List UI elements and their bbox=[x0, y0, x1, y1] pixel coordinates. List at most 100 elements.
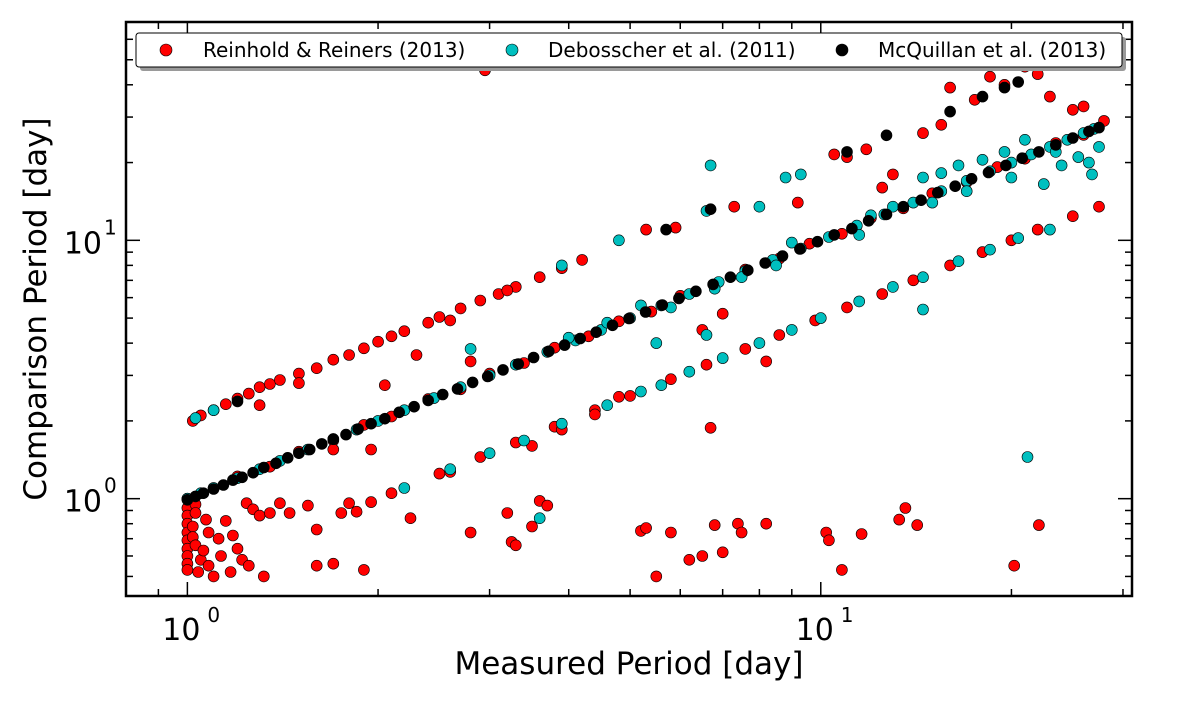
data-point bbox=[474, 294, 487, 307]
data-point bbox=[700, 358, 713, 371]
x-tick-label: 10 bbox=[796, 613, 834, 648]
data-point bbox=[454, 302, 467, 315]
data-point bbox=[880, 208, 893, 221]
data-point bbox=[952, 159, 965, 172]
data-point bbox=[189, 507, 202, 519]
tick-labels: 10 0 10 110 010 1 bbox=[64, 215, 854, 648]
data-point bbox=[533, 271, 546, 284]
data-point bbox=[385, 487, 398, 500]
data-point bbox=[952, 255, 965, 268]
ticks-layer bbox=[125, 21, 1132, 596]
data-point bbox=[202, 526, 215, 539]
data-point bbox=[1093, 121, 1105, 134]
data-point bbox=[310, 362, 323, 375]
data-point bbox=[656, 299, 669, 311]
data-point bbox=[926, 196, 939, 209]
data-point bbox=[944, 81, 956, 94]
data-point bbox=[187, 520, 199, 533]
data-point bbox=[310, 559, 323, 572]
data-point bbox=[665, 526, 677, 539]
data-point bbox=[207, 570, 220, 583]
data-point bbox=[197, 544, 210, 557]
data-point bbox=[741, 264, 754, 277]
data-point bbox=[724, 271, 737, 284]
legend-marker-reinhold bbox=[159, 43, 173, 57]
data-point bbox=[464, 526, 477, 539]
data-point bbox=[759, 257, 772, 269]
data-point bbox=[1067, 104, 1079, 116]
data-point bbox=[853, 295, 866, 308]
data-point bbox=[704, 421, 717, 434]
data-point bbox=[660, 223, 672, 236]
data-point bbox=[217, 479, 230, 491]
series-0 bbox=[181, 60, 1110, 583]
plot-frame bbox=[124, 20, 1134, 598]
x-tick-exponent: 0 bbox=[207, 603, 220, 627]
data-point bbox=[327, 353, 340, 366]
x-tick-exponent: 1 bbox=[841, 603, 854, 627]
data-point bbox=[650, 570, 663, 583]
x-axis-label: Measured Period [day] bbox=[454, 646, 803, 682]
data-point bbox=[192, 566, 204, 578]
points-layer bbox=[181, 60, 1110, 583]
data-point bbox=[207, 483, 220, 495]
data-point bbox=[283, 507, 296, 519]
data-point bbox=[327, 443, 340, 456]
data-point bbox=[1055, 159, 1068, 172]
data-point bbox=[640, 522, 652, 534]
data-point bbox=[1083, 156, 1095, 169]
data-point bbox=[274, 374, 286, 386]
data-point bbox=[1012, 232, 1025, 244]
data-point bbox=[716, 352, 729, 364]
data-point bbox=[466, 376, 479, 389]
data-point bbox=[855, 528, 868, 540]
data-point bbox=[207, 404, 220, 417]
data-point bbox=[613, 234, 625, 247]
data-point bbox=[526, 440, 538, 452]
data-point bbox=[227, 529, 239, 542]
data-point bbox=[220, 515, 232, 527]
data-point bbox=[1038, 178, 1050, 190]
y-axis-label: Comparison Period [day] bbox=[18, 117, 54, 500]
data-point bbox=[716, 546, 729, 559]
data-point bbox=[1050, 139, 1062, 151]
data-point bbox=[828, 148, 841, 161]
data-point bbox=[293, 377, 305, 389]
data-point bbox=[555, 417, 568, 430]
data-point bbox=[935, 167, 948, 179]
data-point bbox=[302, 499, 314, 512]
data-point bbox=[700, 329, 713, 341]
data-point bbox=[673, 292, 685, 305]
legend-marker-mcquillan bbox=[835, 43, 849, 57]
legend-label-debosscher: Debosscher et al. (2011) bbox=[548, 38, 796, 62]
data-point bbox=[512, 358, 525, 370]
data-point bbox=[728, 200, 741, 213]
data-point bbox=[606, 319, 619, 332]
data-point bbox=[1033, 146, 1045, 158]
data-point bbox=[303, 443, 316, 456]
data-point bbox=[655, 379, 668, 392]
data-point bbox=[181, 564, 194, 576]
data-point bbox=[197, 487, 210, 500]
data-point bbox=[846, 222, 858, 235]
data-point bbox=[770, 259, 782, 272]
data-point bbox=[823, 534, 835, 547]
data-point bbox=[887, 168, 899, 181]
y-tick-label: 10 bbox=[64, 226, 102, 261]
data-point bbox=[243, 559, 255, 572]
data-point bbox=[264, 507, 276, 519]
data-point bbox=[1086, 168, 1098, 181]
data-point bbox=[220, 398, 232, 411]
data-point bbox=[1067, 132, 1079, 144]
data-point bbox=[860, 143, 873, 156]
data-point bbox=[343, 349, 355, 361]
data-point bbox=[716, 307, 729, 320]
data-point bbox=[760, 355, 773, 368]
data-point bbox=[433, 311, 446, 323]
data-point bbox=[690, 285, 702, 298]
data-point bbox=[464, 355, 477, 368]
legend-label-mcquillan: McQuillan et al. (2013) bbox=[878, 38, 1106, 62]
data-point bbox=[917, 127, 929, 139]
data-point bbox=[509, 539, 522, 552]
